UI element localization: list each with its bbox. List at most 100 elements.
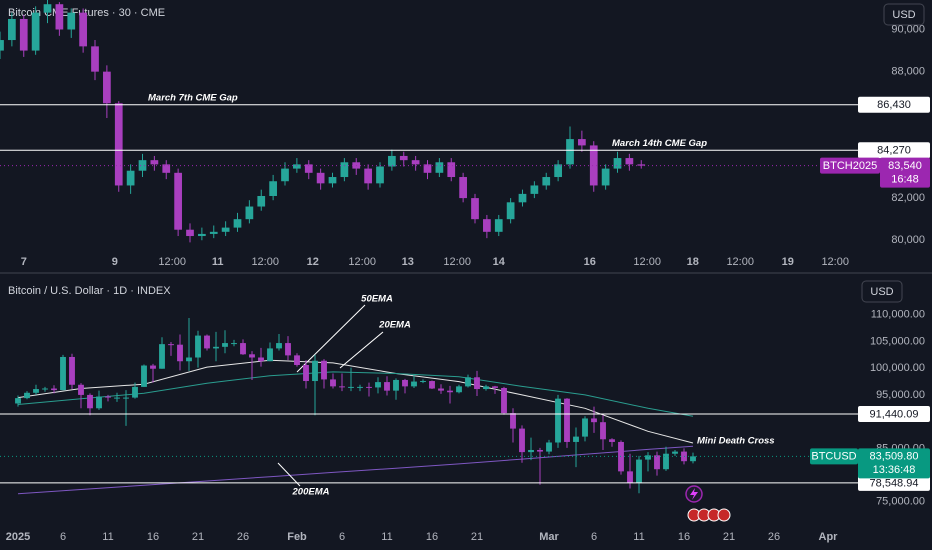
candle-body (555, 398, 561, 443)
candle-body (114, 397, 120, 399)
candle-body (195, 335, 201, 358)
candle-body (582, 418, 588, 437)
y-tick-label: 75,000.00 (876, 496, 925, 508)
candle-body (357, 386, 363, 388)
symbol-box (820, 157, 880, 174)
x-tick-label: Mar (539, 531, 559, 543)
price-box (880, 157, 930, 188)
x-tick-label: 18 (687, 256, 699, 268)
candle-body (105, 396, 111, 398)
candle-body (399, 155, 408, 161)
candle-body (429, 381, 435, 389)
candle-body (257, 195, 266, 207)
candle-body (388, 155, 396, 167)
currency-label[interactable]: USD (892, 9, 915, 21)
candle-body (636, 459, 642, 483)
x-tick-label: 16 (584, 256, 596, 268)
candle-body (411, 381, 417, 387)
candle-body (294, 355, 300, 365)
y-tick-label: 95,000.00 (876, 389, 925, 401)
x-tick-label: 19 (782, 256, 794, 268)
x-tick-label: 12 (307, 256, 319, 268)
candle-body (447, 162, 456, 178)
currency-button[interactable] (883, 3, 925, 26)
ema-line (17, 445, 694, 495)
annotation-leader (296, 304, 366, 373)
candle-body (501, 387, 507, 414)
x-tick-label: 12:00 (821, 256, 849, 268)
candle-body (304, 164, 313, 173)
ema-label: 200EMA (292, 487, 330, 498)
candle-body (589, 145, 598, 186)
candle-body (303, 364, 309, 382)
currency-button[interactable] (861, 280, 903, 303)
candle-body (528, 449, 534, 453)
candle-body (340, 162, 349, 178)
candle-body (204, 335, 210, 349)
candle-body (506, 202, 515, 220)
level-label-box (858, 142, 930, 159)
candle-body (364, 168, 372, 184)
economic-events[interactable] (687, 508, 731, 522)
candle-body (186, 229, 194, 237)
candle-body (546, 442, 552, 452)
candle-body (645, 455, 651, 460)
candle-body (91, 46, 99, 72)
candle-body (141, 365, 147, 387)
x-tick-label: 2025 (6, 531, 30, 543)
candle-body (285, 343, 291, 356)
level-note: March 7th CME Gap (148, 92, 238, 103)
candle-body (366, 386, 372, 388)
candle-body (471, 198, 479, 220)
candle-body (51, 388, 57, 391)
candle-body (518, 193, 527, 203)
candle-body (132, 386, 138, 398)
candle-body (150, 365, 156, 369)
candle-body (601, 168, 610, 186)
x-tick-label: 9 (112, 256, 118, 268)
candle-body (435, 162, 444, 173)
x-tick-label: 21 (471, 531, 483, 543)
candle-body (221, 227, 230, 232)
candle-body (213, 346, 219, 349)
candle-body (578, 139, 586, 146)
symbol-label: BTCH2025 (823, 160, 877, 172)
candle-body (114, 103, 123, 186)
candle-body (348, 386, 354, 388)
x-tick-label: 21 (192, 531, 204, 543)
level-label: 91,440.09 (870, 408, 919, 420)
symbol-box (810, 448, 858, 465)
candle-body (625, 158, 634, 165)
candle-body (530, 185, 539, 194)
level-label-box (858, 96, 930, 113)
candle-body (87, 394, 93, 409)
candle-body (159, 344, 165, 369)
candle-body (554, 164, 562, 178)
candle-body (177, 344, 183, 362)
level-label-box (858, 405, 930, 422)
candle-body (672, 451, 678, 454)
candle-body (465, 377, 471, 387)
countdown-label: 13:36:48 (873, 464, 916, 476)
candle-body (456, 386, 462, 393)
candle-body (198, 233, 206, 237)
candle-body (376, 166, 384, 184)
x-tick-label: 6 (339, 531, 345, 543)
candle-body (174, 172, 182, 230)
level-label: 84,270 (877, 145, 911, 157)
x-tick-label: 11 (102, 531, 113, 543)
candle-body (67, 12, 76, 30)
candle-body (316, 172, 325, 184)
x-tick-label: 12:00 (348, 256, 376, 268)
candle-body (258, 357, 264, 362)
x-tick-label: Apr (819, 531, 839, 543)
candle-body (312, 360, 318, 382)
x-tick-label: 6 (591, 531, 597, 543)
y-tick-label: 105,000.00 (870, 335, 925, 347)
candle-body (339, 386, 345, 388)
currency-label[interactable]: USD (870, 286, 893, 298)
ema-line (17, 359, 694, 444)
annotation: Mini Death Cross (697, 436, 775, 447)
